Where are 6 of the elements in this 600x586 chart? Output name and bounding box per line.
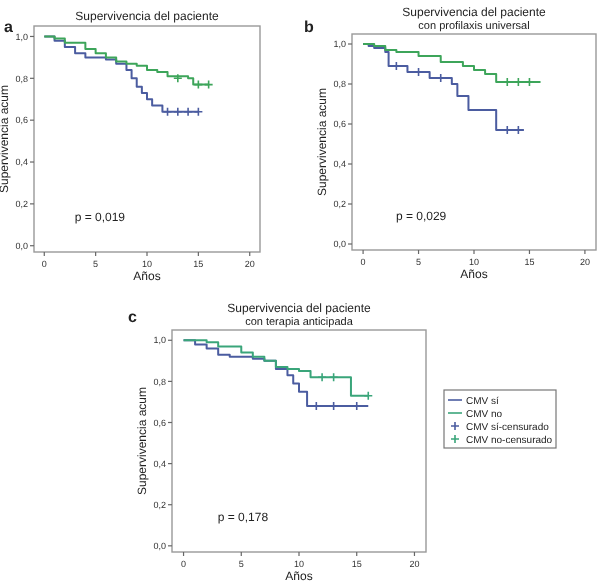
point	[317, 372, 327, 383]
text: c	[128, 308, 138, 326]
text: a	[4, 18, 14, 36]
point	[183, 107, 193, 117]
point	[173, 107, 183, 117]
text: b	[304, 18, 314, 36]
